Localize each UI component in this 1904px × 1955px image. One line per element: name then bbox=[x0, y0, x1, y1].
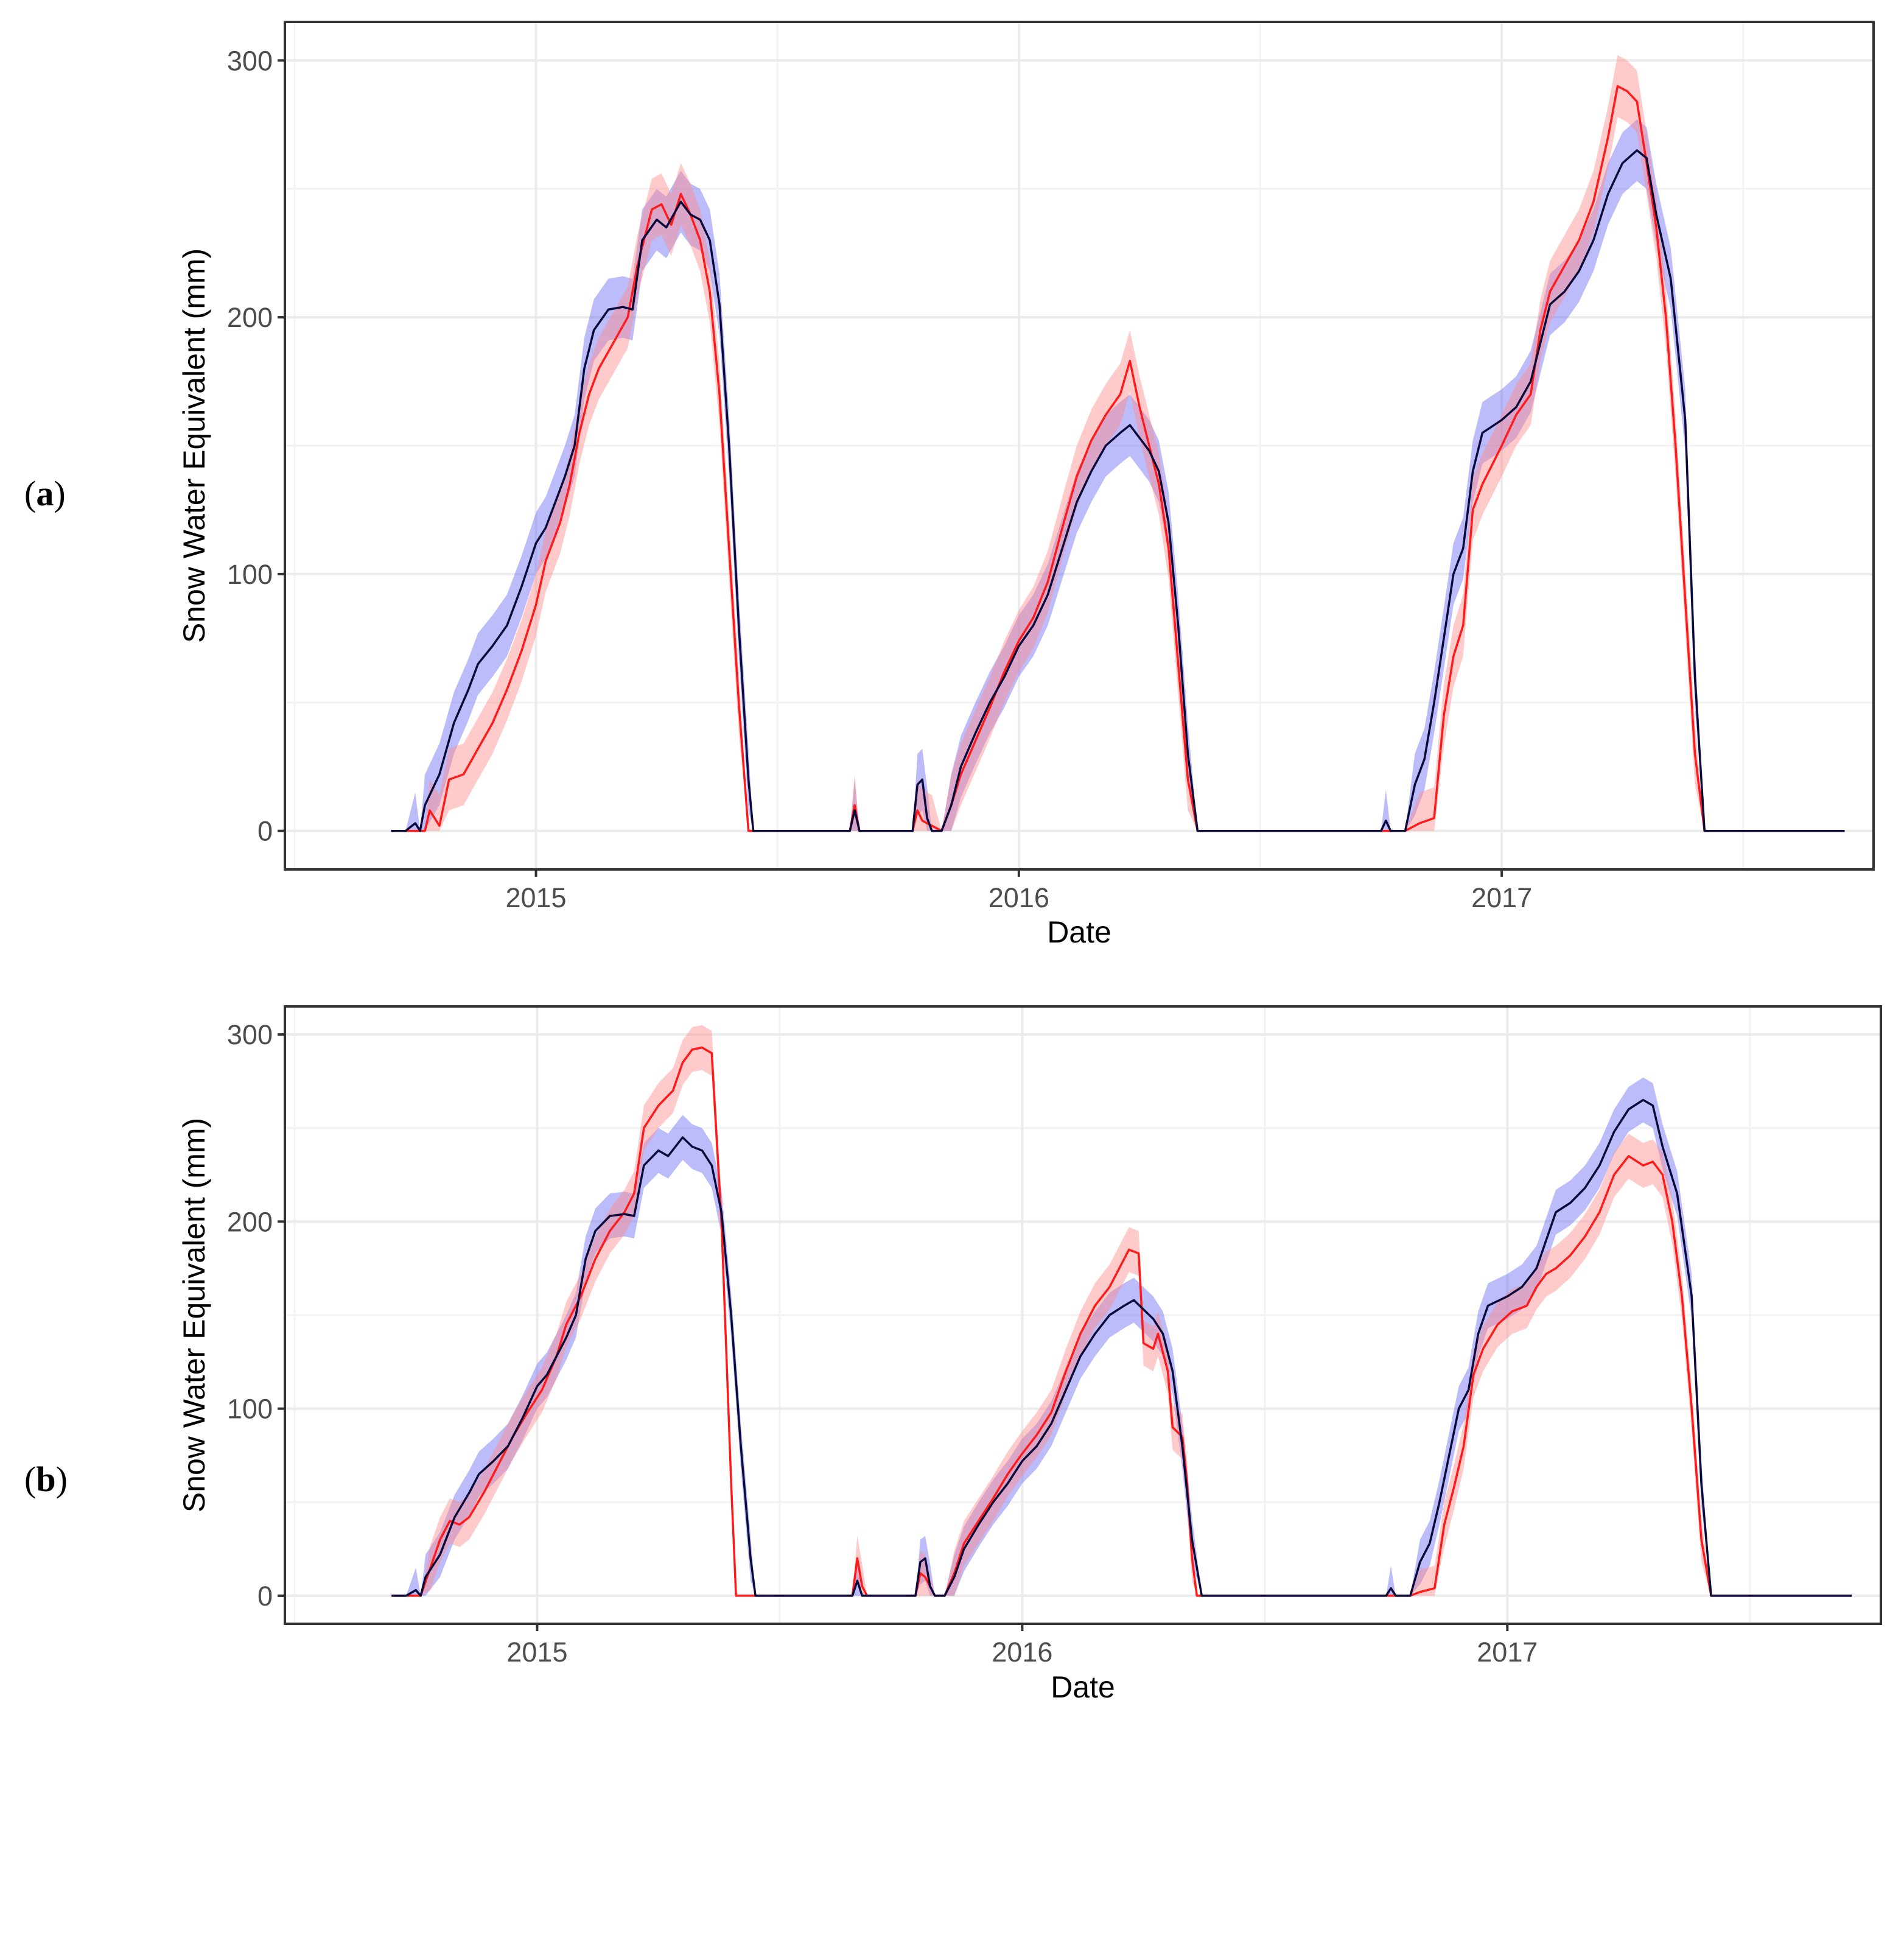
x-tick-label: 2015 bbox=[505, 882, 566, 913]
series-line-modeled bbox=[391, 85, 1845, 832]
chart-panel-a: 2015 2016 2017 0 100 200 300 Date Snow Water Equ… bbox=[177, 21, 1875, 949]
series-line-observed bbox=[391, 1098, 1852, 1597]
panel-label-b: (b) bbox=[24, 1459, 68, 1499]
x-tick-label: 2015 bbox=[506, 1637, 567, 1668]
series-line-observed bbox=[391, 149, 1845, 832]
y-tick-label: 0 bbox=[257, 1581, 273, 1612]
x-tick-label: 2016 bbox=[992, 1637, 1052, 1668]
y-tick-label: 0 bbox=[257, 816, 273, 847]
panel-border bbox=[284, 1005, 1882, 1625]
y-tick-label: 200 bbox=[227, 1206, 273, 1237]
x-tick-label: 2017 bbox=[1477, 1637, 1538, 1668]
x-axis-title: Date bbox=[1051, 1670, 1115, 1704]
chart-panel-b: 2015 2016 2017 0 100 200 300 Date Snow Water Equ… bbox=[177, 1005, 1882, 1704]
y-axis-title: Snow Water Equivalent (mm) bbox=[177, 1118, 211, 1512]
series-line-modeled bbox=[391, 1046, 1852, 1597]
x-axis-title: Date bbox=[1047, 915, 1111, 949]
y-tick-label: 200 bbox=[227, 302, 273, 333]
y-tick-label: 300 bbox=[227, 1019, 273, 1050]
panel-border bbox=[284, 21, 1875, 871]
x-tick-label: 2016 bbox=[989, 882, 1049, 913]
y-tick-label: 300 bbox=[227, 45, 273, 76]
y-axis-title: Snow Water Equivalent (mm) bbox=[177, 248, 211, 643]
x-tick-label: 2017 bbox=[1471, 882, 1532, 913]
y-tick-label: 100 bbox=[227, 559, 273, 590]
y-tick-label: 100 bbox=[227, 1394, 273, 1425]
panel-label-a: (a) bbox=[24, 474, 66, 513]
